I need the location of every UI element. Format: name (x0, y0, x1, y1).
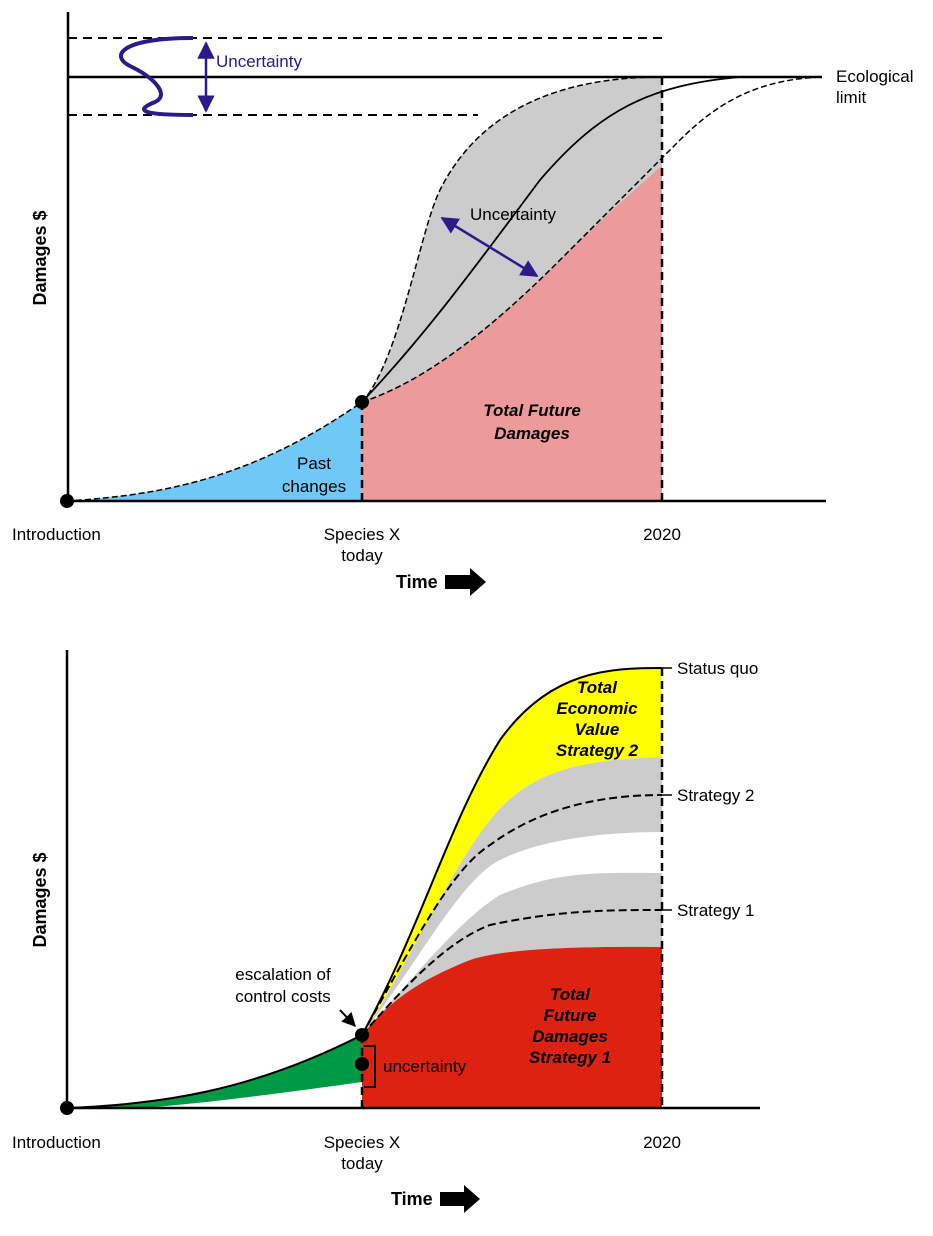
escalation-label-2: control costs (235, 987, 330, 1006)
x-label-2020: 2020 (643, 525, 681, 544)
uncertainty-arrow-mid (440, 216, 539, 278)
strategy1-uncertainty-band (362, 872, 662, 1035)
past-changes-label-1: Past (297, 454, 331, 473)
past-changes-area (67, 402, 362, 501)
upper-curve (361, 76, 663, 403)
strategy1-curve (361, 909, 663, 1036)
economic-value-area (362, 668, 662, 1035)
economic-value-label-1: Total (577, 678, 618, 697)
future-damages-label-1: Total (550, 985, 591, 1004)
top-panel: Uncertainty Uncertainty Ecological limit… (12, 12, 914, 596)
past-curve (66, 1034, 363, 1109)
time-arrow-icon (440, 1185, 480, 1213)
economic-value-label-4: Strategy 2 (556, 741, 639, 760)
past-curve (66, 401, 363, 502)
escalation-label-1: escalation of (235, 965, 331, 984)
x-label-introduction: Introduction (12, 1133, 101, 1152)
strategy1-label: Strategy 1 (677, 901, 755, 920)
uncertainty-dot (355, 1057, 369, 1071)
x-label-species-2: today (341, 1154, 383, 1173)
strategy2-label: Strategy 2 (677, 786, 755, 805)
time-label: Time (396, 572, 438, 592)
strategy2-uncertainty-band (362, 757, 662, 1035)
ecological-limit-label-2: limit (836, 88, 866, 107)
lower-curve (361, 76, 821, 403)
strategy2-curve (361, 794, 663, 1036)
today-dot (355, 1028, 369, 1042)
total-future-damages-label-2: Damages (494, 424, 570, 443)
status-quo-label: Status quo (677, 659, 758, 678)
past-green-area (67, 1035, 362, 1108)
today-dot (355, 395, 369, 409)
uncertainty-label-top: Uncertainty (216, 52, 302, 71)
x-label-introduction: Introduction (12, 525, 101, 544)
past-changes-label-2: changes (282, 477, 346, 496)
status-quo-curve (361, 667, 663, 1036)
uncertainty-label: uncertainty (383, 1057, 467, 1076)
uncertainty-label-mid: Uncertainty (470, 205, 556, 224)
bottom-panel: uncertainty escalation of control costs … (12, 650, 760, 1213)
uncertainty-bracket (364, 1045, 376, 1088)
future-damages-area (362, 946, 662, 1108)
x-label-species-2: today (341, 546, 383, 565)
distribution-curve (119, 36, 194, 117)
escalation-arrow (339, 1009, 356, 1028)
x-label-2020: 2020 (643, 1133, 681, 1152)
future-damages-area (362, 165, 662, 501)
y-axis-label: Damages $ (30, 852, 50, 947)
time-label: Time (391, 1189, 433, 1209)
future-damages-label-3: Damages (532, 1027, 608, 1046)
future-damages-label-4: Strategy 1 (529, 1048, 611, 1067)
central-curve (361, 76, 741, 403)
total-future-damages-label-1: Total Future (483, 401, 581, 420)
x-label-species-1: Species X (324, 1133, 401, 1152)
time-arrow-icon (445, 568, 486, 596)
ecological-limit-label-1: Ecological (836, 67, 914, 86)
y-axis-label: Damages $ (30, 210, 50, 305)
introduction-dot (60, 494, 74, 508)
introduction-dot (60, 1101, 74, 1115)
future-damages-label-2: Future (544, 1006, 597, 1025)
economic-value-label-2: Economic (556, 699, 638, 718)
x-label-species-1: Species X (324, 525, 401, 544)
economic-value-label-3: Value (575, 720, 620, 739)
